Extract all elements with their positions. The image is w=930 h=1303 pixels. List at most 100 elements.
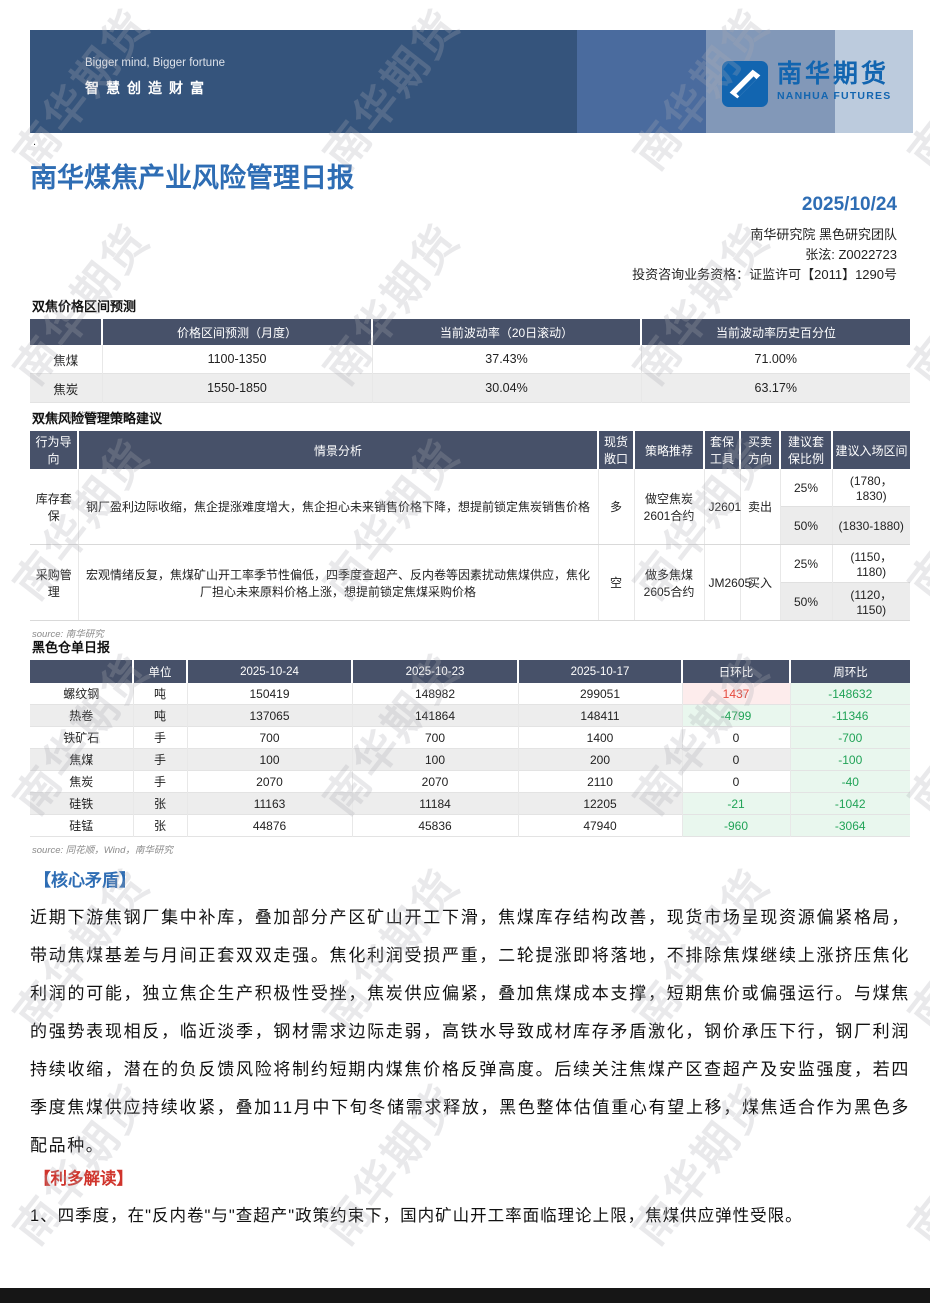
col-header: 2025-10-23 [352, 660, 519, 683]
ratio-cell: 25% [780, 544, 833, 583]
section-title: 黑色仓单日报 [32, 640, 111, 655]
source-note: source: 同花顺，Wind，南华研究 [32, 845, 173, 856]
section-title: 双焦风险管理策略建议 [32, 411, 163, 426]
table-row: 热卷 吨 137065 141864 148411 -4799 -11346 [30, 704, 910, 727]
price-forecast-table: 价格区间预测（月度） 当前波动率（20日滚动） 当前波动率历史百分位 焦煤 11… [30, 319, 910, 403]
col-header [30, 319, 103, 345]
col-header: 买卖方向 [740, 431, 781, 469]
range-cell: (1150，1180) [850, 550, 893, 579]
table-row: 焦煤 1100-1350 37.43% 71.00% [30, 345, 910, 374]
tool-cell: J2601 [704, 469, 741, 545]
tool-cell: JM2605 [704, 544, 751, 621]
strategy-table: 行为导向 情景分析 现货敞口 策略推荐 套保工具 买卖方向 建议套保比例 建议入… [30, 431, 910, 621]
value-cell: 150419 [187, 683, 353, 705]
table-row: 硅铁 张 11163 11184 12205 -21 -1042 [30, 792, 910, 815]
value-cell: 47940 [518, 814, 683, 837]
value-cell: 2110 [518, 770, 683, 793]
col-header: 当前波动率（20日滚动） [372, 319, 642, 345]
behavior-cell: 库存套保 [30, 469, 79, 545]
price-forecast-section: 双焦价格区间预测 价格区间预测（月度） 当前波动率（20日滚动） 当前波动率历史… [30, 296, 910, 422]
row-label: 硅锰 [30, 814, 134, 837]
row-label: 焦炭 [30, 373, 103, 403]
header-row: 行为导向 情景分析 现货敞口 策略推荐 套保工具 买卖方向 建议套保比例 建议入… [30, 431, 910, 469]
range-cell: (1830-1880) [832, 506, 910, 545]
banner-segment [577, 30, 706, 133]
value-cell: 1400 [518, 726, 683, 749]
scenario-cell: 钢厂盈利边际收缩，焦企提涨难度增大，焦企担心未来销售价格下降，想提前锁定焦炭销售… [78, 469, 599, 545]
value-cell: 200 [518, 748, 683, 771]
col-header: 当前波动率历史百分位 [641, 319, 910, 345]
dod-cell: 0 [682, 726, 791, 749]
strategy-cell: 做空焦炭2601合约 [634, 469, 705, 545]
row-label: 铁矿石 [30, 726, 134, 749]
value-cell: 11163 [187, 792, 353, 815]
unit-cell: 吨 [133, 683, 188, 705]
direction-cell: 买入 [740, 544, 781, 621]
tagline-chinese: 智慧创造财富 [85, 80, 211, 96]
table-row: 焦煤 手 100 100 200 0 -100 [30, 748, 910, 771]
warehouse-table: 单位 2025-10-24 2025-10-23 2025-10-17 日环比 … [30, 660, 910, 837]
value-cell: 45836 [352, 814, 519, 837]
dod-cell: -960 [682, 814, 791, 837]
company-logo: 南华期货 NANHUA FUTURES [722, 61, 891, 112]
unit-cell: 张 [133, 792, 188, 815]
table-row: 采购管理 宏观情绪反复，焦煤矿山开工率季节性偏低，四季度查超产、反内卷等因素扰动… [30, 544, 910, 621]
unit-cell: 吨 [133, 704, 188, 727]
banner-tagline: Bigger mind, Bigger fortune 智慧创造财富 [85, 57, 225, 98]
source-note: source: 南华研究,wind [32, 411, 126, 422]
row-label: 热卷 [30, 704, 134, 727]
strategy-section: 双焦风险管理策略建议 行为导向 情景分析 现货敞口 策略推荐 套保工具 买卖方向… [30, 408, 910, 640]
dod-cell: 1437 [682, 683, 791, 705]
wow-cell: -1042 [790, 792, 910, 815]
cell: 63.17% [754, 381, 797, 395]
col-header: 建议套保比例 [780, 431, 833, 469]
core-contradiction-title: 【核心矛盾】 [34, 871, 136, 890]
ratio-cell: 25% [780, 469, 833, 507]
wow-cell: -11346 [790, 704, 910, 727]
research-team-info: 南华研究院 黑色研究团队 张泫: Z0022723 投资咨询业务资格：证监许可【… [632, 225, 897, 285]
col-header: 价格区间预测（月度） [102, 319, 373, 345]
wow-cell: -40 [790, 770, 910, 793]
strategy-cell: 做多焦煤2605合约 [634, 544, 705, 621]
range-cell: (1120，1150) [832, 582, 910, 621]
col-header: 情景分析 [78, 431, 599, 469]
analyst-name: 张泫: Z0022723 [805, 247, 897, 262]
scenario-cell: 宏观情绪反复，焦煤矿山开工率季节性偏低，四季度查超产、反内卷等因素扰动焦煤供应，… [78, 544, 599, 621]
stray-dot: . [33, 136, 37, 148]
row-label: 焦煤 [30, 748, 134, 771]
col-header: 套保工具 [704, 431, 741, 469]
value-cell: 44876 [187, 814, 353, 837]
value-cell: 299051 [518, 683, 683, 705]
value-cell: 700 [187, 726, 353, 749]
banner-segment [835, 30, 913, 133]
value-cell: 100 [352, 748, 519, 771]
source-note: source: 南华研究 [32, 629, 104, 640]
nanhua-logo-icon [722, 61, 768, 112]
col-header: 2025-10-24 [187, 660, 353, 683]
col-header: 单位 [133, 660, 188, 683]
dod-cell: 0 [682, 748, 791, 771]
col-header: 现货敞口 [598, 431, 635, 469]
table-row: 焦炭 手 2070 2070 2110 0 -40 [30, 770, 910, 793]
report-date: 2025/10/24 [801, 194, 897, 215]
direction-cell: 卖出 [740, 469, 781, 545]
wow-cell: -148632 [790, 683, 910, 705]
exposure-cell: 多 [598, 469, 635, 545]
page-title: 南华煤焦产业风险管理日报 [30, 163, 354, 193]
dod-cell: -21 [682, 792, 791, 815]
unit-cell: 手 [133, 770, 188, 793]
col-header: 策略推荐 [634, 431, 705, 469]
wow-cell: -700 [790, 726, 910, 749]
col-header: 周环比 [790, 660, 910, 683]
row-label: 硅铁 [30, 792, 134, 815]
cell: 1550-1850 [102, 373, 373, 403]
row-label: 焦煤 [30, 345, 103, 374]
value-cell: 137065 [187, 704, 353, 727]
wow-cell: -3064 [790, 814, 910, 837]
col-header: 日环比 [682, 660, 791, 683]
behavior-cell: 采购管理 [30, 544, 79, 621]
exposure-cell: 空 [598, 544, 635, 621]
header-row: 价格区间预测（月度） 当前波动率（20日滚动） 当前波动率历史百分位 [30, 319, 910, 345]
value-cell: 11184 [352, 792, 519, 815]
unit-cell: 张 [133, 814, 188, 837]
